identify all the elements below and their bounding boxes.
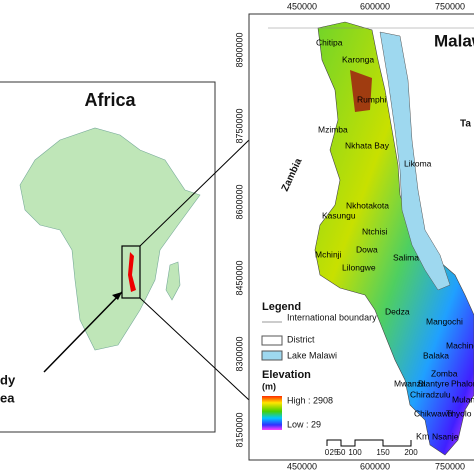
highland (350, 70, 372, 112)
y-tick-label: 8750000 (234, 108, 244, 143)
scale-label: 150 (376, 448, 390, 457)
district-label: Ntchisi (362, 226, 388, 236)
lake-malawi (379, 31, 451, 291)
x-tick-label-bottom: 600000 (360, 461, 390, 471)
district-label: Dedza (385, 306, 410, 316)
district-label: Dowa (356, 244, 378, 254)
study-label: dy (0, 372, 16, 387)
district-label: Karonga (342, 54, 374, 64)
district-label: Chitipa (316, 37, 343, 47)
district-label: Machinga (446, 340, 474, 350)
district-label: Balaka (423, 350, 449, 360)
africa (19, 127, 201, 351)
district-label: Nkhotakota (346, 200, 389, 210)
district-label: Mulanje (452, 394, 474, 404)
district-label: Nkhata Bay (345, 140, 390, 150)
y-tick-label: 8900000 (234, 32, 244, 67)
district-label: Salima (393, 252, 419, 262)
y-tick-label: 8450000 (234, 260, 244, 295)
district-label: Mangochi (426, 316, 463, 326)
arrow (43, 291, 123, 373)
district-label: Mzimba (318, 124, 348, 134)
legend-subtitle: Elevation (262, 369, 311, 381)
legend-title: Legend (262, 301, 301, 313)
scale-label: 25 (330, 448, 339, 457)
map-title: Malaw (434, 31, 474, 50)
district-label: Chiradzulu (410, 389, 451, 399)
study-label: ea (0, 390, 15, 405)
legend-label: District (287, 334, 315, 344)
y-tick-label: 8600000 (234, 184, 244, 219)
y-tick-label: 8300000 (234, 336, 244, 371)
legend-low: Low : 29 (287, 419, 321, 429)
scale-label: 200 (404, 448, 418, 457)
district-label: Kasungu (322, 210, 356, 220)
scale-bar (326, 439, 412, 447)
district-label: Mchinji (315, 249, 342, 259)
district-label: Zomba (431, 368, 458, 378)
scale-label: 100 (348, 448, 362, 457)
country-label: Ta (460, 119, 471, 130)
district-label: Lilongwe (342, 262, 376, 272)
connector (139, 297, 250, 401)
malawi (314, 21, 474, 456)
legend-label: International boundary (287, 312, 377, 322)
madagascar (165, 261, 181, 301)
district-label: Mwanza (394, 378, 426, 388)
elevation-ramp (262, 396, 282, 430)
district-label: Blantyre (418, 378, 449, 388)
x-tick-label-top: 600000 (360, 1, 390, 11)
legend-label: Lake Malawi (287, 350, 337, 360)
x-tick-label-top: 750000 (435, 1, 465, 11)
x-tick-label-top: 450000 (287, 1, 317, 11)
connector (139, 139, 250, 247)
legend-unit: (m) (262, 381, 276, 391)
legend-swatch (261, 335, 283, 346)
district-label: Likoma (404, 158, 432, 168)
y-tick-label: 8150000 (234, 412, 244, 447)
arrow-head (112, 292, 122, 300)
malawi-inset (128, 252, 136, 292)
district-label: Nsanje (432, 431, 459, 441)
legend-swatch (261, 350, 283, 361)
scale-label: 0 (325, 448, 330, 457)
study-box (121, 245, 141, 299)
x-tick-label-bottom: 450000 (287, 461, 317, 471)
legend-high: High : 2908 (287, 395, 333, 405)
district-label: Thyolo (446, 408, 472, 418)
x-tick-label-bottom: 750000 (435, 461, 465, 471)
district-label: Rumphi (357, 94, 386, 104)
district-label: Chikwawa (414, 408, 453, 418)
scale-label: 50 (337, 448, 346, 457)
inset-title: Africa (84, 90, 136, 110)
district-label: Phalombe (451, 378, 474, 388)
scale-unit: Km (416, 431, 430, 441)
